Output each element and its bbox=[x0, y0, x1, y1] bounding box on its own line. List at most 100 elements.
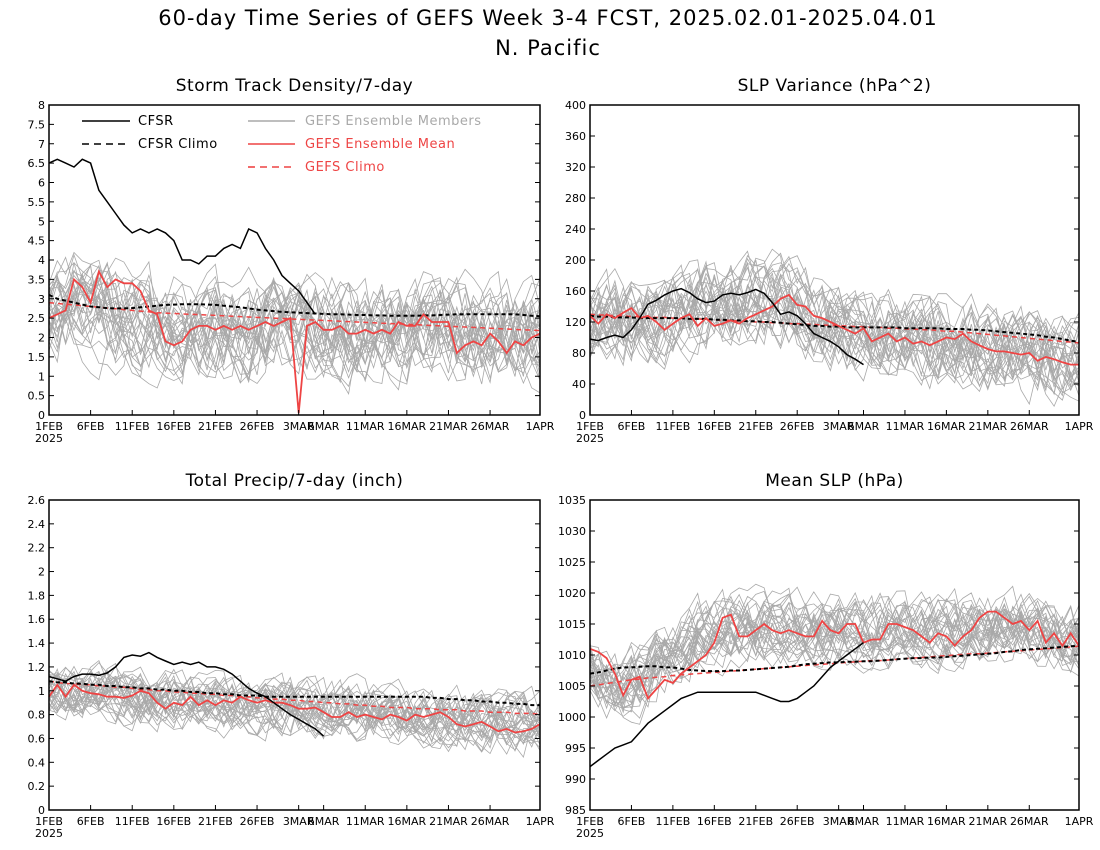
x-tick-label: 1FEB bbox=[35, 815, 63, 828]
ensemble-members bbox=[589, 583, 1080, 725]
x-tick-label: 6FEB bbox=[77, 420, 105, 433]
x-tick-label: 6MAR bbox=[848, 815, 880, 828]
ensemble-member-line bbox=[589, 592, 1080, 692]
ensemble-member-line bbox=[589, 604, 1080, 699]
y-tick-label: 1020 bbox=[558, 587, 586, 600]
x-tick-label: 1APR bbox=[526, 420, 555, 433]
panel-title: Storm Track Density/7-day bbox=[176, 76, 413, 96]
x-year-label: 2025 bbox=[576, 827, 604, 840]
y-tick-label: 1 bbox=[38, 370, 45, 383]
ensemble-member-line bbox=[48, 272, 541, 384]
x-tick-label: 21MAR bbox=[969, 815, 1008, 828]
y-tick-label: 1030 bbox=[558, 525, 586, 538]
ensemble-member-line bbox=[589, 285, 1080, 408]
x-tick-label: 16MAR bbox=[927, 420, 966, 433]
cfsr-climo-line bbox=[48, 680, 540, 707]
panel-slp-variance: SLP Variance (hPa^2) 0 40 80 120 160 200 240 280… bbox=[565, 76, 1094, 445]
ensemble-member-line bbox=[589, 276, 1080, 390]
ensemble-member-line bbox=[589, 591, 1080, 697]
cfsr-climo-line bbox=[589, 314, 1080, 344]
ensemble-member-line bbox=[589, 585, 1080, 713]
y-tick-label: 40 bbox=[572, 378, 586, 391]
y-tick-label: 0.4 bbox=[28, 756, 46, 769]
x-tick-label: 16FEB bbox=[156, 815, 191, 828]
panel-title: SLP Variance (hPa^2) bbox=[738, 76, 932, 96]
y-tick-label: 8 bbox=[38, 99, 45, 112]
ensemble-member-line bbox=[589, 263, 1080, 384]
y-tick-label: 0 bbox=[38, 804, 45, 817]
y-tick-label: 120 bbox=[565, 316, 586, 329]
y-tick-label: 320 bbox=[565, 161, 586, 174]
ensemble-member-line bbox=[48, 662, 541, 736]
x-tick-label: 3MAR bbox=[823, 815, 855, 828]
cfsr-line bbox=[589, 287, 864, 366]
ensemble-member-line bbox=[48, 678, 541, 742]
x-tick-label: 21MAR bbox=[969, 420, 1008, 433]
y-tick-label: 280 bbox=[565, 192, 586, 205]
y-tick-label: 4.5 bbox=[28, 235, 46, 248]
ensemble-member-line bbox=[589, 597, 1080, 700]
y-tick-label: 1025 bbox=[558, 556, 586, 569]
ensemble-member-line bbox=[48, 264, 541, 383]
x-tick-label: 11FEB bbox=[655, 420, 690, 433]
x-tick-label: 11MAR bbox=[346, 815, 385, 828]
gefs-mean-line bbox=[589, 293, 1079, 366]
x-tick-label: 16MAR bbox=[388, 420, 427, 433]
y-tick-label: 1.8 bbox=[28, 589, 46, 602]
x-tick-label: 16MAR bbox=[927, 815, 966, 828]
y-tick-label: 0 bbox=[38, 409, 45, 422]
x-tick-label: 3MAR bbox=[283, 420, 315, 433]
ensemble-member-line bbox=[589, 274, 1080, 393]
x-tick-label: 11FEB bbox=[655, 815, 690, 828]
legend-gefs-mean-label: GEFS Ensemble Mean bbox=[305, 137, 455, 152]
ensemble-members bbox=[589, 248, 1080, 408]
panel-title: Total Precip/7-day (inch) bbox=[185, 471, 404, 491]
x-tick-label: 16FEB bbox=[156, 420, 191, 433]
ensemble-member-line bbox=[589, 252, 1080, 380]
y-tick-label: 7.5 bbox=[28, 118, 46, 131]
ensemble-member-line bbox=[589, 262, 1080, 389]
ensemble-member-line bbox=[589, 597, 1080, 694]
cfsr-line bbox=[589, 641, 864, 768]
y-tick-label: 0.5 bbox=[28, 390, 46, 403]
ensemble-member-line bbox=[48, 667, 541, 748]
panel-storm-track-density: Storm Track Density/7-day 0 0.5 1 1.5 2 2.5 3 3.… bbox=[28, 76, 555, 445]
gefs-mean-line bbox=[48, 683, 541, 734]
x-tick-label: 26MAR bbox=[1010, 420, 1049, 433]
x-tick-label: 1FEB bbox=[576, 815, 604, 828]
ensemble-member-line bbox=[48, 259, 541, 378]
ensemble-member-line bbox=[48, 257, 541, 380]
x-tick-label: 1APR bbox=[1065, 420, 1094, 433]
gefs-mean-line bbox=[48, 269, 541, 414]
x-tick-label: 26FEB bbox=[240, 815, 275, 828]
y-tick-label: 2 bbox=[38, 566, 45, 579]
x-tick-label: 21FEB bbox=[738, 815, 773, 828]
y-tick-label: 2.2 bbox=[28, 542, 46, 555]
x-tick-label: 6FEB bbox=[618, 815, 646, 828]
gefs-climo-line bbox=[48, 680, 541, 716]
y-tick-label: 7 bbox=[38, 138, 45, 151]
legend-members-label: GEFS Ensemble Members bbox=[305, 114, 482, 129]
x-year-label: 2025 bbox=[35, 432, 63, 445]
x-tick-label: 1FEB bbox=[576, 420, 604, 433]
ensemble-member-line bbox=[48, 673, 541, 742]
x-tick-label: 26MAR bbox=[471, 420, 510, 433]
y-tick-label: 1.2 bbox=[28, 661, 46, 674]
x-tick-label: 21FEB bbox=[198, 815, 233, 828]
x-tick-label: 1APR bbox=[526, 815, 555, 828]
ensemble-member-line bbox=[48, 670, 541, 744]
x-tick-label: 1APR bbox=[1065, 815, 1094, 828]
ensemble-member-line bbox=[48, 268, 541, 372]
ensemble-member-line bbox=[589, 255, 1080, 387]
gefs-mean-line bbox=[589, 610, 1080, 701]
y-tick-label: 2 bbox=[38, 332, 45, 345]
ensemble-member-line bbox=[589, 267, 1080, 381]
plot-frame bbox=[589, 104, 1080, 416]
x-tick-label: 26MAR bbox=[471, 815, 510, 828]
ensemble-member-line bbox=[48, 282, 541, 380]
ensemble-member-line bbox=[589, 250, 1080, 401]
ensemble-member-line bbox=[48, 674, 541, 753]
gefs-climo-line bbox=[48, 301, 541, 332]
ensemble-member-line bbox=[589, 593, 1080, 708]
